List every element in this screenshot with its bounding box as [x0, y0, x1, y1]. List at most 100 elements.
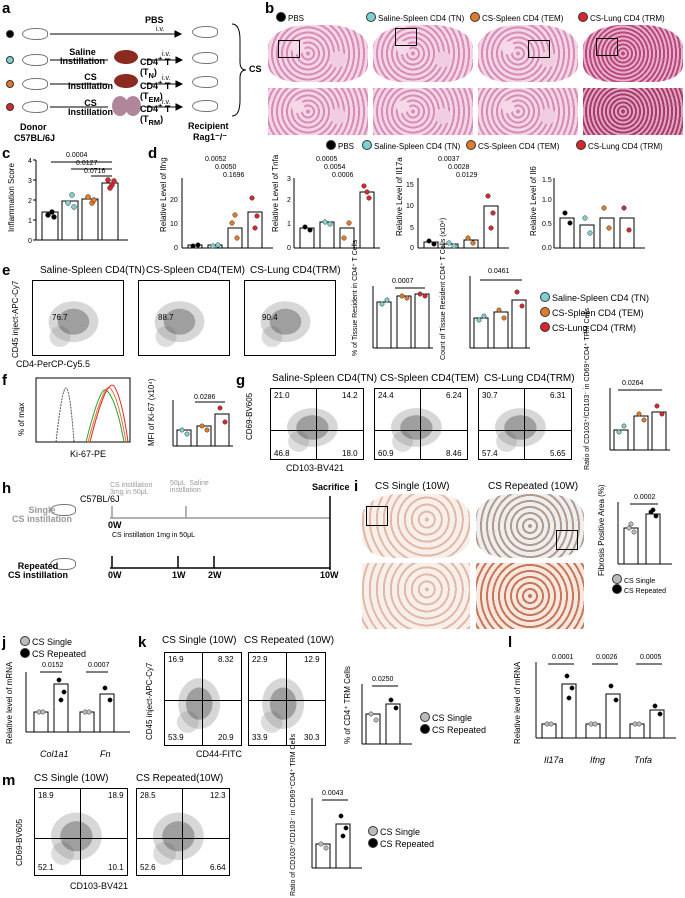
p-value: 0.0286 [194, 394, 216, 401]
p-value: 0.0127 [76, 160, 98, 167]
mouse-icon [50, 558, 76, 570]
p-value: 0.0461 [488, 268, 510, 275]
quadrant-line [248, 700, 326, 701]
repeated-label: Repeated CS instillation [8, 561, 69, 580]
y-axis-label: Ratio of CD103⁺/CD103⁻ in CD69⁺CD4⁺ TRM … [290, 733, 297, 896]
y-axis-label: Relative Level of Il17a [395, 157, 404, 236]
quadrant-value: 52.1 [38, 863, 54, 872]
quadrant-line [316, 388, 317, 460]
y-axis-label: CD69-BV605 [245, 392, 254, 440]
p-value: 0.0152 [42, 662, 64, 669]
p-value: 0.0129 [456, 172, 478, 179]
flow-title: CS-Lung CD4(TRM) [484, 373, 575, 384]
quadrant-value: 21.0 [274, 391, 290, 400]
svg-text:1.0: 1.0 [542, 197, 552, 204]
iv-label: i.v. [162, 99, 171, 106]
quadrant-value: 6.64 [210, 863, 226, 872]
flow-title: CS Single (10W) [34, 773, 109, 784]
legend-item: CS-Spleen CD4 (TEM) [540, 307, 644, 318]
p-value: 0.0006 [332, 172, 354, 179]
legend-item: Saline-Spleen CD4 (TN) [540, 292, 649, 303]
svg-text:15: 15 [406, 182, 414, 189]
group-dot-cs-lung [6, 103, 14, 111]
fibrosis-mrna-chart [25, 671, 130, 733]
mouse-icon [50, 504, 76, 516]
x-category: Col1a1 [40, 749, 69, 759]
lung-histology-overview [268, 25, 368, 82]
p-value: 0.0050 [215, 164, 237, 171]
cytokine-mrna-chart [535, 662, 676, 739]
y-axis-label: Relative Level of Ifng [159, 157, 168, 232]
flow-plot [374, 388, 468, 460]
group-dot-pbs [6, 30, 14, 38]
zoom-box [528, 40, 550, 58]
p-value: 0.0037 [438, 156, 460, 163]
p-value: 0.0001 [552, 654, 574, 661]
time-label: 1W [172, 570, 186, 580]
zoom-box [596, 38, 618, 56]
p-value: 0.0007 [392, 278, 414, 285]
timeline-diagram [110, 496, 331, 570]
svg-text:2: 2 [28, 198, 32, 205]
legend-item: CS Repeated [368, 838, 434, 849]
quadrant-line [286, 652, 287, 746]
flow-title: CS Repeated (10W) [244, 635, 335, 646]
flow-plot [244, 280, 336, 356]
legend-item: CS-Lung CD4 (TRM) [576, 140, 663, 151]
panel-label-b: b [265, 0, 275, 17]
lung-histology-zoom [362, 563, 470, 629]
quadrant-value: 46.8 [274, 449, 290, 458]
legend-item: CS Single [368, 826, 420, 837]
panel-label-i: i [354, 478, 359, 495]
y-axis-label: Relative Level of Il6 [529, 166, 538, 236]
gate-percent: 90.4 [262, 313, 278, 322]
mouse-icon [192, 100, 218, 112]
quadrant-value: 8.32 [218, 655, 234, 664]
tissue-resident-pct-chart [372, 286, 433, 349]
quadrant-line [34, 838, 128, 839]
y-axis-label: % of max [17, 402, 26, 436]
quadrant-value: 60.9 [378, 449, 394, 458]
svg-text:1.5: 1.5 [542, 177, 552, 184]
quadrant-value: 33.9 [252, 733, 268, 742]
saline-top-label: 50μL Saline instillation [170, 480, 209, 494]
quadrant-value: 8.46 [446, 449, 462, 458]
svg-text:1: 1 [287, 221, 291, 228]
y-axis-label: Count of Tissue Resident CD4⁺ T Cells (x… [440, 217, 447, 360]
y-axis-label: CD69-BV605 [15, 818, 24, 866]
sacrifice-label: Sacrifice [312, 482, 350, 492]
quadrant-value: 10.1 [108, 863, 124, 872]
svg-text:5: 5 [410, 225, 414, 232]
iv-label: i.v. [162, 51, 171, 58]
y-axis-label: Ratio of CD103⁺/CD103⁻ in CD69⁺CD4⁺ TRM … [584, 307, 591, 470]
single-label: Single CS instillation [12, 505, 73, 524]
panel-label-f: f [2, 372, 7, 389]
legend-item: CS Single [20, 636, 72, 647]
p-value: 0.0005 [640, 654, 662, 661]
panel-label-k: k [138, 634, 147, 651]
svg-text:3: 3 [28, 178, 32, 185]
panel-label-j: j [2, 634, 7, 651]
legend-item: CS Repeated [612, 584, 666, 595]
single-top-label: CS instillation 3mg in 50μL [110, 482, 153, 496]
quadrant-value: 5.65 [550, 449, 566, 458]
quadrant-value: 22.9 [252, 655, 268, 664]
y-axis-label: Fibrosis Positive Area (%) [597, 484, 606, 576]
y-axis-label: CD45 inject-APC-Cy7 [145, 662, 154, 740]
time-label: 0W [108, 570, 122, 580]
svg-text:4: 4 [28, 158, 32, 165]
svg-text:1: 1 [28, 218, 32, 225]
svg-text:0: 0 [174, 245, 178, 252]
cs-instillation-label-1: CS Instillation [68, 72, 113, 91]
ki67-mfi-chart [172, 400, 233, 447]
y-axis-label: % of Tissue Resident in CD4⁺ T Cells [352, 239, 359, 356]
svg-text:3: 3 [287, 176, 291, 183]
y-axis-label: % of CD4⁺ TRM Cells [343, 666, 352, 744]
x-axis-label: Ki-67-PE [70, 449, 107, 459]
quadrant-value: 16.9 [168, 655, 184, 664]
quadrant-value: 12.9 [304, 655, 320, 664]
x-category: Fn [100, 749, 111, 759]
panel-label-m: m [2, 772, 16, 789]
flow-title: CS Repeated(10W) [136, 773, 224, 784]
legend-item: Saline-Spleen CD4 (TN) [362, 140, 460, 151]
